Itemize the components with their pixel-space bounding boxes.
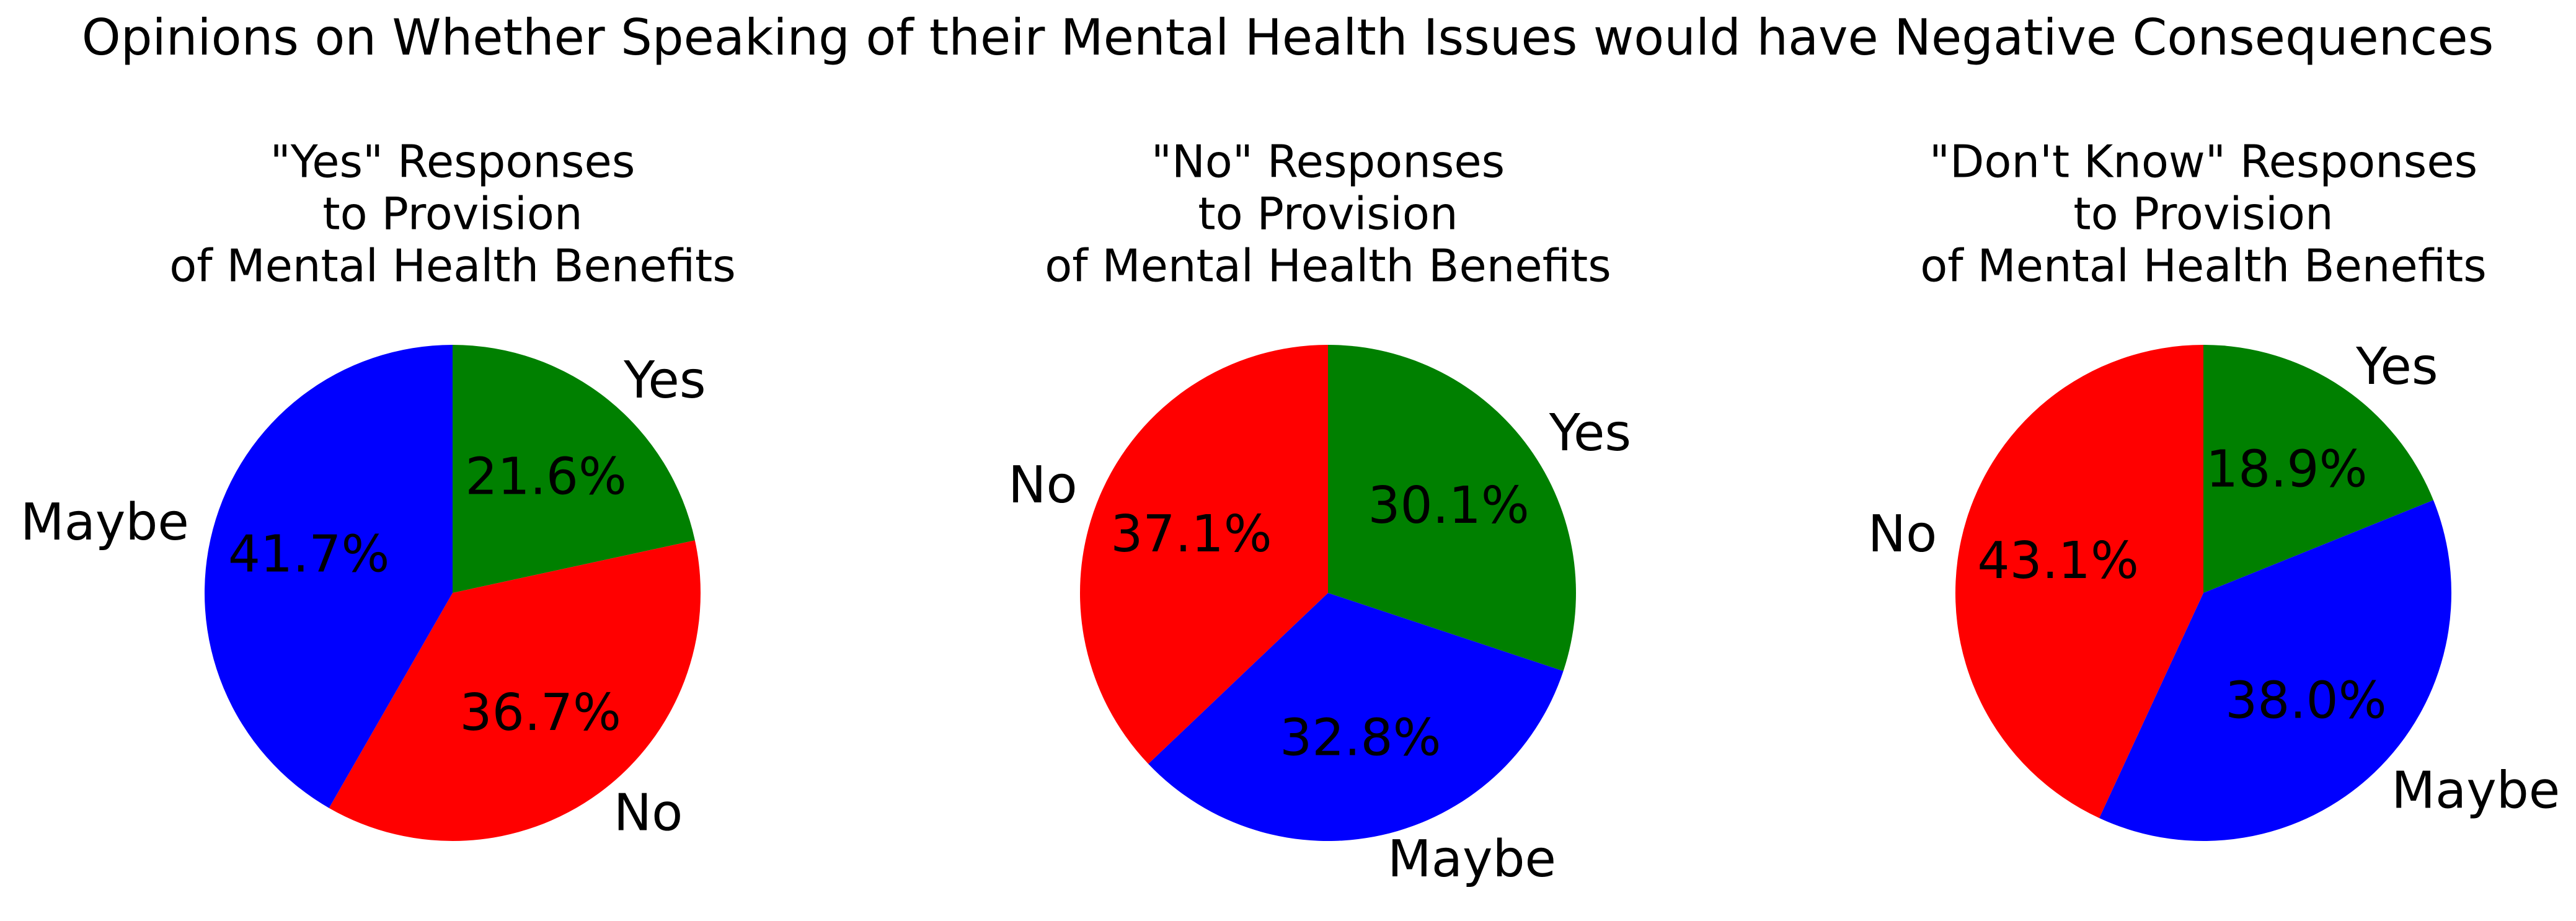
pie-slice-yes — [453, 345, 695, 593]
pie-slice-maybe — [2099, 500, 2451, 841]
chart-title-line: to Provision — [1198, 188, 1458, 240]
pie-percent-label: 18.9% — [2206, 440, 2368, 499]
chart-title-line: "No" Responses — [1151, 136, 1505, 188]
pie-percent-label: 21.6% — [465, 448, 627, 507]
pie-category-label: No — [1868, 505, 1937, 564]
pie-percent-label: 37.1% — [1110, 505, 1272, 564]
pie-slice-no — [1955, 345, 2203, 818]
pie-slice-maybe — [205, 345, 453, 808]
pie-percent-label: 43.1% — [1977, 532, 2139, 590]
pie-category-label: Maybe — [20, 493, 189, 552]
chart-title-line: "Yes" Responses — [270, 136, 635, 188]
pie-category-label: Maybe — [2391, 761, 2560, 820]
pie-category-label: Yes — [2355, 337, 2438, 396]
pie-slice-no — [1080, 345, 1328, 764]
pie-category-label: No — [614, 784, 683, 843]
chart-title-line: of Mental Health Benefits — [1920, 240, 2487, 292]
pie-category-label: Yes — [1549, 404, 1631, 463]
pie-category-label: Maybe — [1388, 830, 1556, 889]
pie-category-label: Yes — [623, 351, 706, 410]
pie-percent-label: 36.7% — [459, 683, 621, 742]
chart-title-line: of Mental Health Benefits — [169, 240, 736, 292]
pie-percent-label: 41.7% — [228, 525, 390, 584]
chart-title-line: "Don't Know" Responses — [1929, 136, 2477, 188]
pie-percent-label: 32.8% — [1280, 709, 1441, 768]
chart-title-line: to Provision — [322, 188, 582, 240]
pie-slice-no — [329, 540, 701, 841]
figure-title: Opinions on Whether Speaking of their Me… — [82, 9, 2494, 66]
pie-slice-maybe — [1148, 593, 1564, 841]
pie-slice-yes — [1328, 345, 1576, 671]
chart-title-line: to Provision — [2073, 188, 2333, 240]
pie-percent-label: 30.1% — [1368, 476, 1529, 535]
pie-percent-label: 38.0% — [2225, 671, 2387, 730]
pie-category-label: No — [1008, 456, 1078, 515]
pie-slice-yes — [2203, 345, 2433, 593]
chart-title-line: of Mental Health Benefits — [1045, 240, 1611, 292]
